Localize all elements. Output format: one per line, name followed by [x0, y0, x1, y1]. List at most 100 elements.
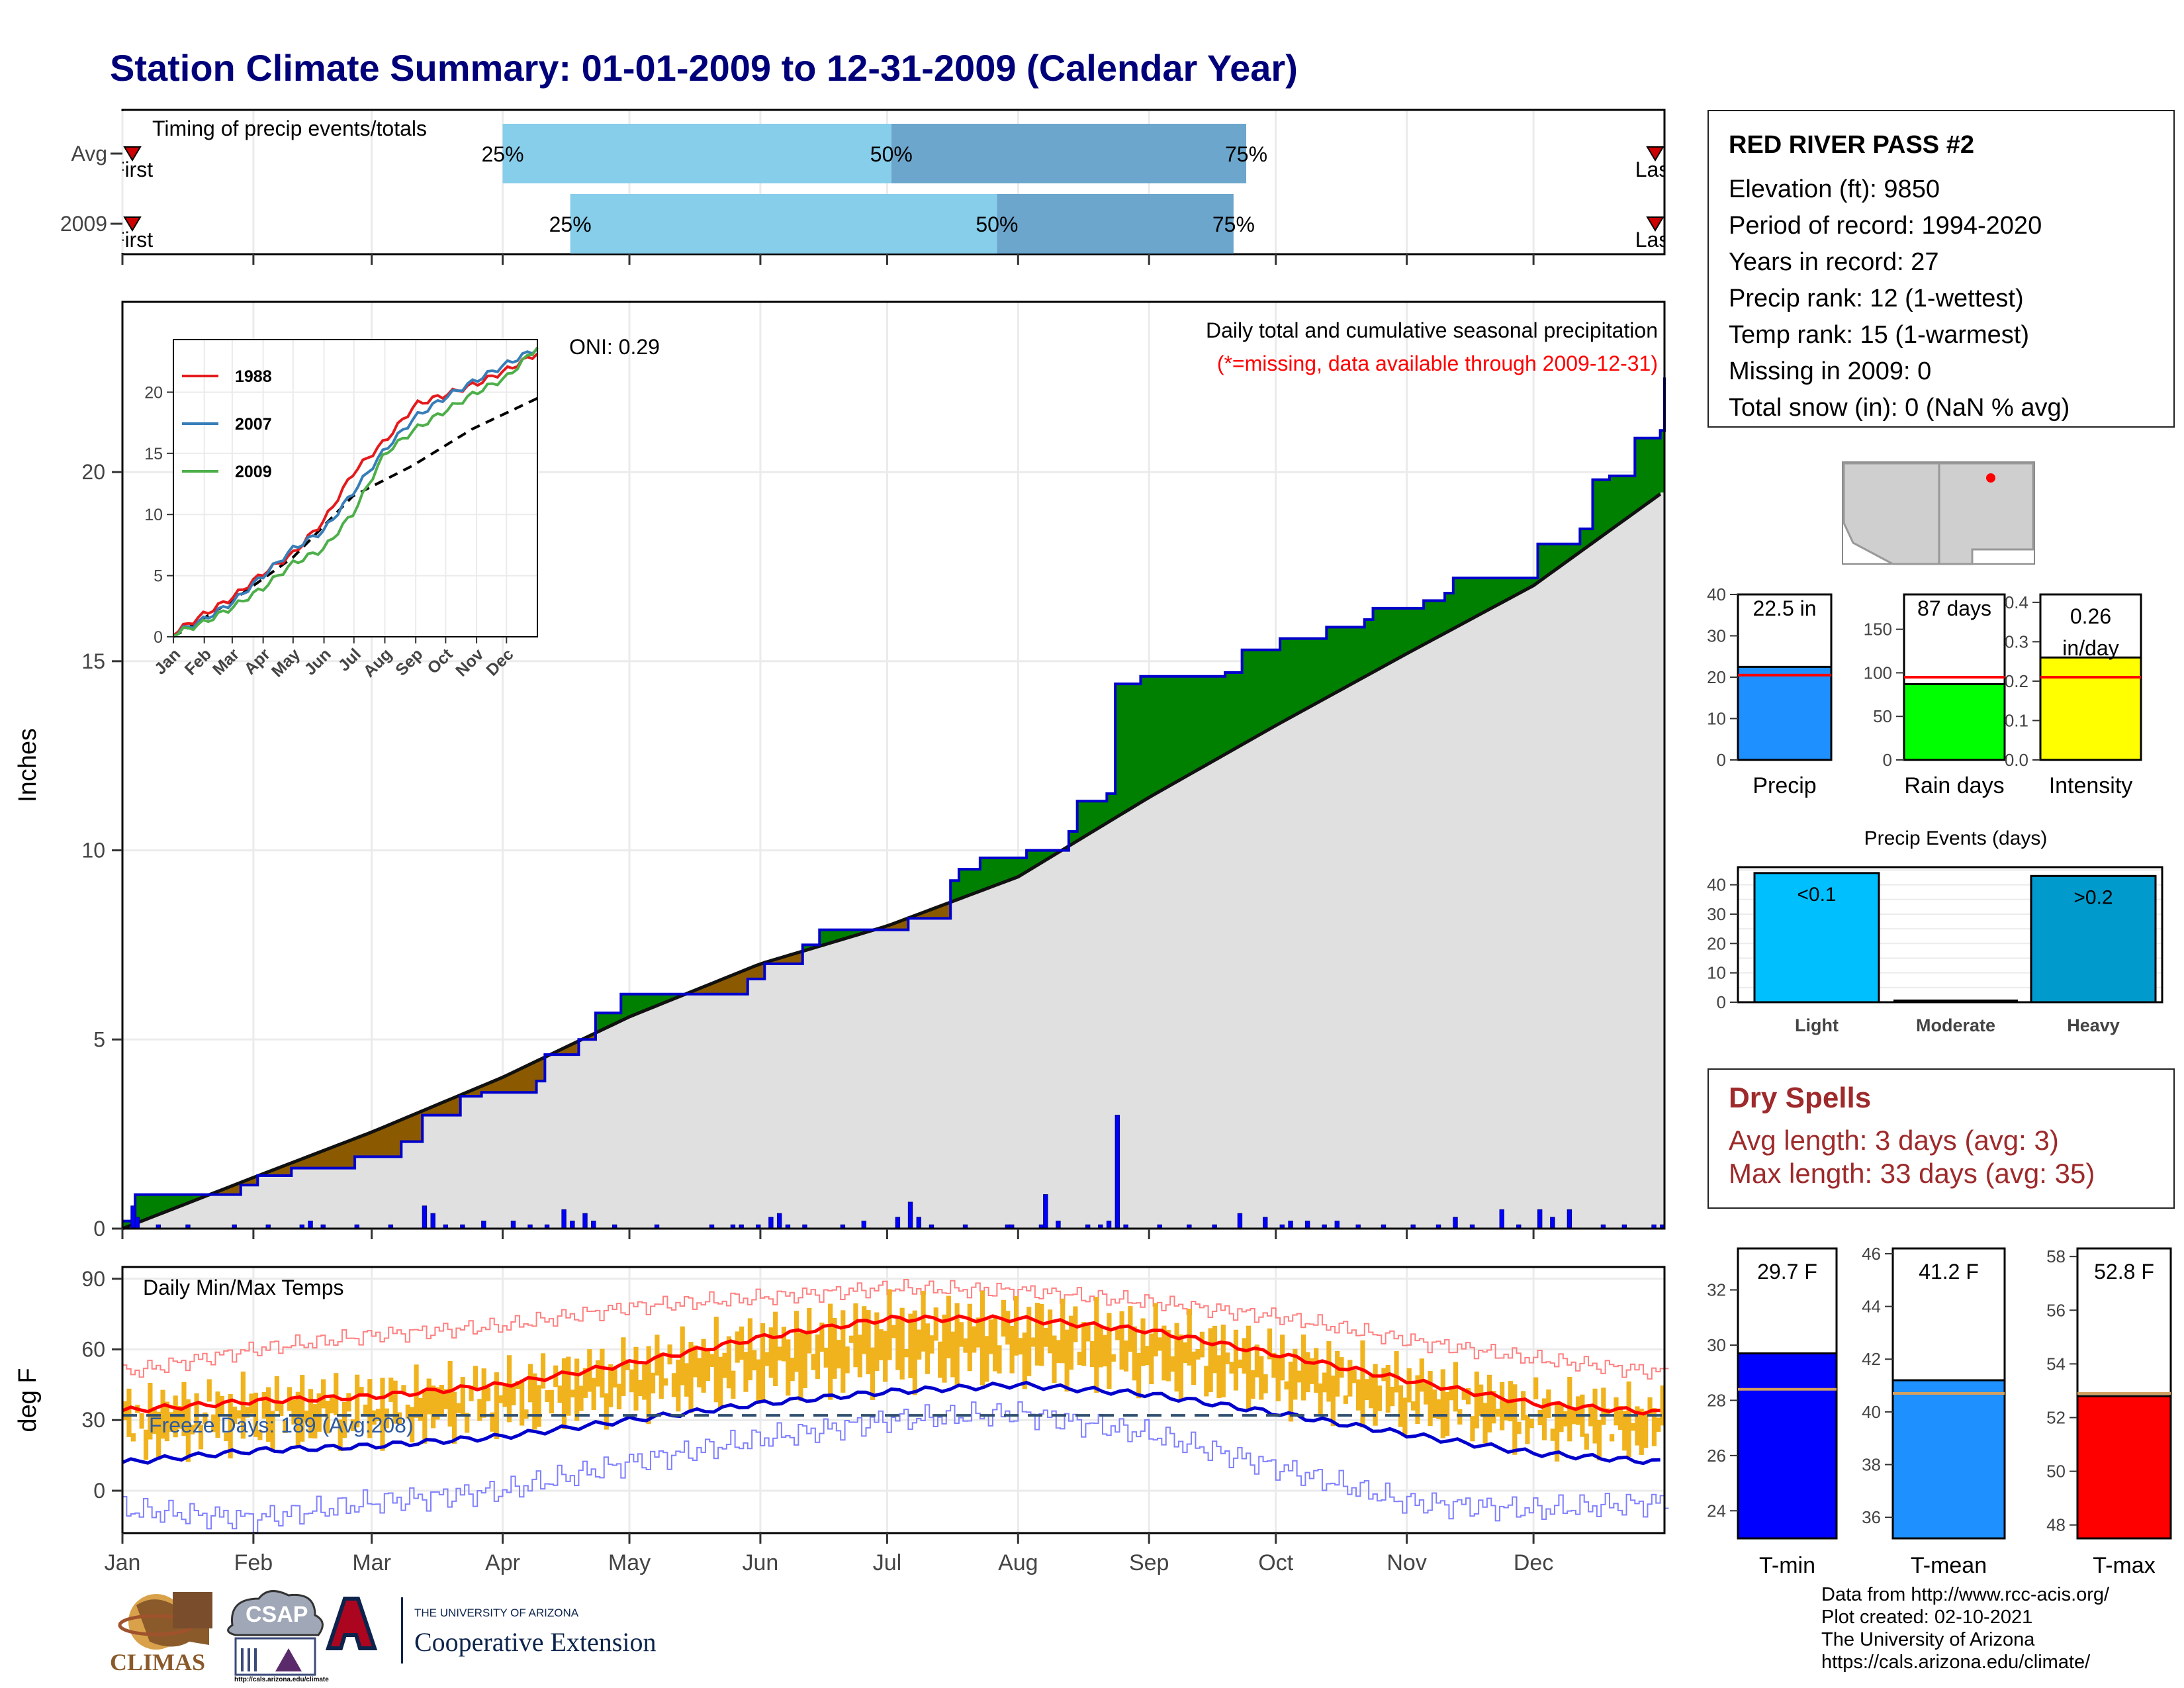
daily-temp-range-bar [465, 1413, 470, 1433]
below-normal-fill [291, 1162, 296, 1168]
first-event-label: First [112, 158, 153, 181]
daily-temp-range-bar [1275, 1355, 1281, 1401]
below-normal-fill [520, 1068, 525, 1093]
daily-temp-range-bar [950, 1331, 956, 1378]
record-min-line [122, 1401, 1669, 1534]
above-normal-fill [1537, 543, 1543, 581]
below-normal-fill [274, 1168, 279, 1176]
daily-temp-range-bar [1394, 1351, 1399, 1393]
summary-y-tick-label: 0.4 [2005, 592, 2028, 612]
above-normal-fill [976, 869, 981, 892]
normal-cumulative-line [122, 492, 1662, 1231]
daily-temp-range-bar [1288, 1362, 1294, 1422]
daily-precip-bar [907, 1201, 913, 1229]
below-normal-fill [350, 1139, 355, 1168]
below-normal-fill [498, 1078, 504, 1093]
above-normal-fill [1301, 638, 1306, 711]
above-normal-fill [1195, 676, 1201, 770]
daily-temp-range-bar [794, 1311, 799, 1372]
above-normal-fill [1107, 793, 1112, 822]
above-normal-fill [1326, 627, 1332, 697]
summary-bar [1737, 665, 1833, 761]
page-title: Station Climate Summary: 01-01-2009 to 1… [110, 47, 1298, 89]
above-normal-fill [1504, 578, 1509, 600]
above-normal-fill [1630, 475, 1635, 514]
below-normal-fill [405, 1117, 410, 1142]
below-normal-fill [325, 1149, 330, 1168]
above-normal-fill [1009, 858, 1015, 880]
temp-summary-y-tick-label: 24 [1707, 1501, 1726, 1521]
daily-temp-range-bar [1537, 1409, 1543, 1426]
temp-summary-bar [2076, 1395, 2172, 1540]
daily-temp-range-bar [346, 1393, 351, 1412]
daily-temp-range-bar [832, 1318, 837, 1379]
above-normal-fill [177, 1194, 182, 1207]
below-normal-fill [481, 1085, 486, 1093]
above-normal-fill [1030, 850, 1036, 868]
below-normal-fill [384, 1125, 389, 1157]
daily-temp-range-bar [608, 1364, 614, 1407]
above-normal-fill [1356, 627, 1361, 680]
first-event-label: First [112, 228, 153, 252]
inset-y-tick-label: 20 [144, 383, 163, 402]
daily-temp-range-bar [844, 1346, 850, 1374]
daily-temp-range-bar [963, 1338, 968, 1353]
inset-series-line [173, 346, 539, 638]
daily-temp-range-bar [600, 1348, 605, 1398]
below-normal-fill [477, 1087, 482, 1096]
below-normal-fill [456, 1096, 461, 1115]
above-normal-fill [1022, 858, 1027, 873]
below-normal-fill [253, 1176, 258, 1186]
above-normal-fill [857, 929, 862, 935]
above-normal-fill [637, 994, 643, 1013]
daily-temp-range-bar [773, 1311, 778, 1386]
above-normal-fill [1635, 438, 1640, 511]
below-normal-fill [447, 1099, 453, 1115]
above-normal-fill [1098, 801, 1103, 827]
daily-temp-range-bar [1364, 1379, 1369, 1401]
precip-events-y-tick-label: 10 [1707, 963, 1726, 983]
above-normal-fill [1512, 578, 1518, 596]
daily-temp-range-bar [1132, 1326, 1137, 1381]
below-normal-fill [921, 912, 926, 919]
above-normal-fill [1094, 801, 1099, 829]
above-normal-fill [1453, 578, 1458, 628]
daily-temp-range-bar [1651, 1408, 1657, 1446]
daily-temp-range-bar [1520, 1391, 1526, 1421]
daily-temp-range-bar [1018, 1338, 1023, 1355]
precip-y-tick-label: 10 [81, 839, 105, 863]
daily-temp-range-bar [545, 1389, 550, 1402]
above-normal-fill [1115, 684, 1120, 817]
precip-event-label: Moderate [1916, 1015, 1995, 1035]
above-normal-fill [1005, 858, 1011, 881]
above-normal-fill [1369, 620, 1374, 674]
below-normal-fill [490, 1082, 495, 1093]
below-normal-fill [392, 1122, 398, 1157]
temp-y-tick-label: 60 [81, 1338, 105, 1362]
below-normal-fill [726, 976, 731, 994]
daily-precip-bar [1288, 1221, 1293, 1229]
ua-logo [325, 1597, 403, 1664]
station-row-temp-rank: Temp rank: 15 (1-warmest) [1729, 321, 2030, 349]
above-normal-fill [1288, 638, 1293, 718]
above-normal-fill [1347, 627, 1353, 685]
above-normal-fill [1293, 638, 1298, 716]
above-normal-fill [1149, 676, 1154, 796]
above-normal-fill [1111, 793, 1116, 820]
above-normal-fill [1089, 801, 1095, 832]
map-state-east [1938, 462, 2034, 565]
above-normal-fill [1077, 801, 1082, 840]
above-normal-fill [139, 1194, 144, 1221]
daily-temp-range-bar [1174, 1323, 1179, 1392]
summary-value-label: in/day [2062, 636, 2118, 660]
above-normal-fill [832, 929, 837, 942]
above-normal-fill [802, 945, 807, 951]
above-normal-fill [1242, 649, 1247, 744]
precip-events-y-tick-label: 20 [1707, 933, 1726, 953]
csap-logo [227, 1590, 324, 1676]
daily-temp-range-bar [1263, 1374, 1268, 1393]
above-normal-fill [1119, 684, 1124, 814]
above-normal-fill [1360, 627, 1365, 679]
below-normal-fill [942, 904, 947, 919]
daily-precip-bar [1263, 1217, 1268, 1229]
